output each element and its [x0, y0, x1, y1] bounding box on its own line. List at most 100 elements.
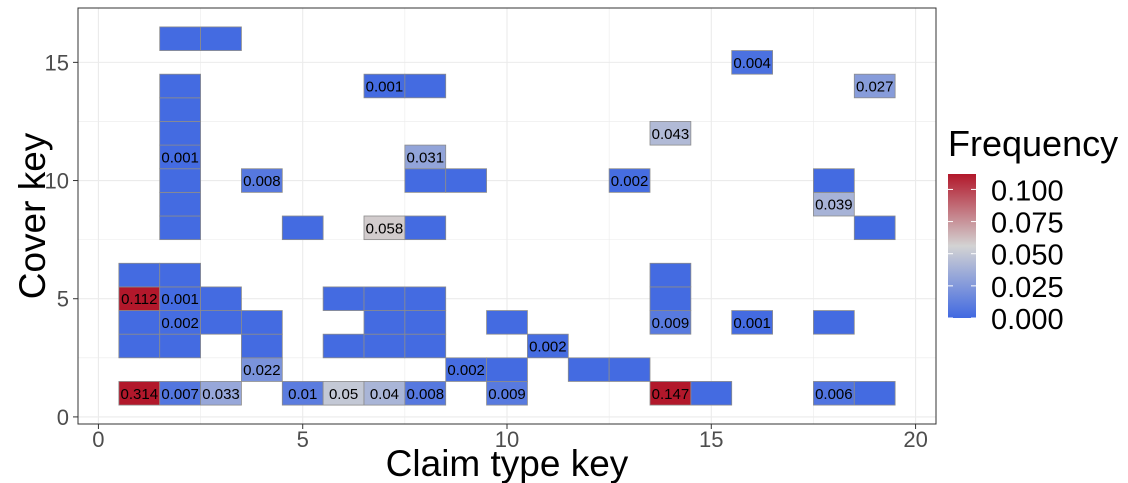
heatmap-cell [159, 73, 201, 99]
heatmap-cell [731, 50, 773, 75]
heatmap-cell [159, 26, 201, 51]
heatmap-cell [159, 97, 201, 122]
heatmap-cell [813, 310, 855, 335]
cell-value-label: 0.007 [161, 386, 199, 403]
cell-value-label: 0.039 [815, 197, 853, 214]
heatmap-cell [813, 168, 855, 193]
heatmap-cell [486, 357, 528, 382]
heatmap-cell [649, 286, 692, 311]
heatmap-cell [159, 333, 201, 359]
heatmap-cell [200, 310, 242, 335]
x-tick-label: 10 [495, 427, 519, 452]
cell-value-label: 0.008 [407, 386, 445, 403]
heatmap-cell [322, 286, 365, 311]
heatmap-cell [200, 286, 242, 311]
cell-value-label: 0.001 [366, 79, 404, 96]
legend-tick-label: 0.050 [991, 240, 1064, 272]
y-tick-label: 5 [57, 287, 69, 312]
heatmap-cell [404, 215, 447, 241]
cell-value-label: 0.004 [733, 55, 771, 72]
cell-value-label: 0.147 [652, 386, 690, 403]
cell-value-label: 0.009 [488, 386, 526, 403]
y-axis-label: Cover key [12, 132, 53, 299]
legend-colorbar [948, 174, 976, 318]
cell-value-label: 0.112 [121, 291, 157, 308]
x-axis: 0 5 10 15 20 [92, 424, 928, 452]
heatmap-cell [159, 191, 201, 217]
cell-value-label: 0.058 [366, 220, 404, 237]
heatmap-cell [281, 215, 324, 241]
cell-value-label: 0.022 [243, 362, 281, 379]
cell-value-label: 0.031 [407, 149, 445, 166]
legend-tick-label: 0.025 [991, 272, 1064, 304]
cell-value-label: 0.01 [288, 386, 317, 403]
heatmap-cell [567, 357, 610, 382]
cell-value-label: 0.006 [815, 386, 853, 403]
heatmap-cell [853, 381, 896, 406]
cell-value-label: 0.001 [161, 291, 199, 308]
x-axis-label: Claim type key [386, 443, 629, 483]
cell-value-label: 0.05 [329, 386, 358, 403]
cell-labels: 0.314 0.007 0.033 0.01 0.05 0.04 0.008 0.009 0.1… [121, 55, 894, 403]
y-tick-label: 0 [57, 405, 69, 430]
heatmap-cell [200, 381, 242, 406]
heatmap-cell [404, 286, 447, 311]
heatmap-cell [404, 144, 447, 170]
heatmap-cell [159, 168, 201, 193]
heatmap-cell [853, 73, 896, 99]
heatmap-cell [853, 215, 896, 241]
y-tick-label: 15 [45, 50, 69, 75]
legend-title: Frequency [948, 123, 1118, 164]
y-axis: 0 5 10 15 [45, 50, 78, 430]
heatmap-cell [608, 168, 651, 193]
x-tick-label: 5 [297, 427, 309, 452]
heatmap-cell [159, 262, 201, 288]
heatmap-cell [200, 26, 242, 51]
heatmap-cell [445, 168, 487, 193]
heatmap-cell [363, 286, 406, 311]
heatmap-cell [486, 310, 528, 335]
heatmap-cell [363, 310, 406, 335]
cell-value-label: 0.033 [202, 386, 240, 403]
cell-value-label: 0.002 [529, 339, 567, 356]
heatmap-cell [159, 121, 201, 146]
legend-tick-label: 0.075 [991, 208, 1064, 240]
x-tick-label: 0 [92, 427, 104, 452]
heatmap-cell [159, 215, 201, 241]
heatmap-cell [527, 333, 569, 359]
heatmap-cells [118, 26, 896, 406]
heatmap-cell [118, 310, 161, 335]
heatmap-cell [118, 262, 161, 288]
heatmap-cell [649, 121, 692, 146]
cell-value-label: 0.009 [652, 315, 690, 332]
cell-value-label: 0.043 [652, 126, 690, 143]
cell-value-label: 0.027 [856, 79, 894, 96]
heatmap-cell [241, 168, 283, 193]
legend-tick-label: 0.100 [991, 175, 1064, 207]
heatmap-cell [404, 73, 447, 99]
heatmap-cell [404, 310, 447, 335]
heatmap-cell [690, 381, 733, 406]
cell-value-label: 0.314 [121, 386, 159, 403]
cell-value-label: 0.001 [161, 149, 199, 166]
heatmap-cell [241, 333, 283, 359]
cell-value-label: 0.002 [611, 173, 649, 190]
x-tick-label: 20 [903, 427, 927, 452]
cell-value-label: 0.002 [161, 315, 199, 332]
cell-value-label: 0.04 [370, 386, 399, 403]
y-tick-label: 10 [45, 169, 69, 194]
heatmap-cell [404, 168, 447, 193]
cell-value-label: 0.002 [447, 362, 485, 379]
x-tick-label: 15 [699, 427, 723, 452]
cell-value-label: 0.001 [733, 315, 771, 332]
cell-value-label: 0.008 [243, 173, 281, 190]
heatmap-cell [404, 381, 447, 406]
legend-tick-label: 0.000 [991, 304, 1064, 336]
heatmap-cell [241, 310, 283, 335]
heatmap-cell [731, 310, 773, 335]
heatmap-cell [322, 333, 365, 359]
heatmap-cell [404, 333, 447, 359]
